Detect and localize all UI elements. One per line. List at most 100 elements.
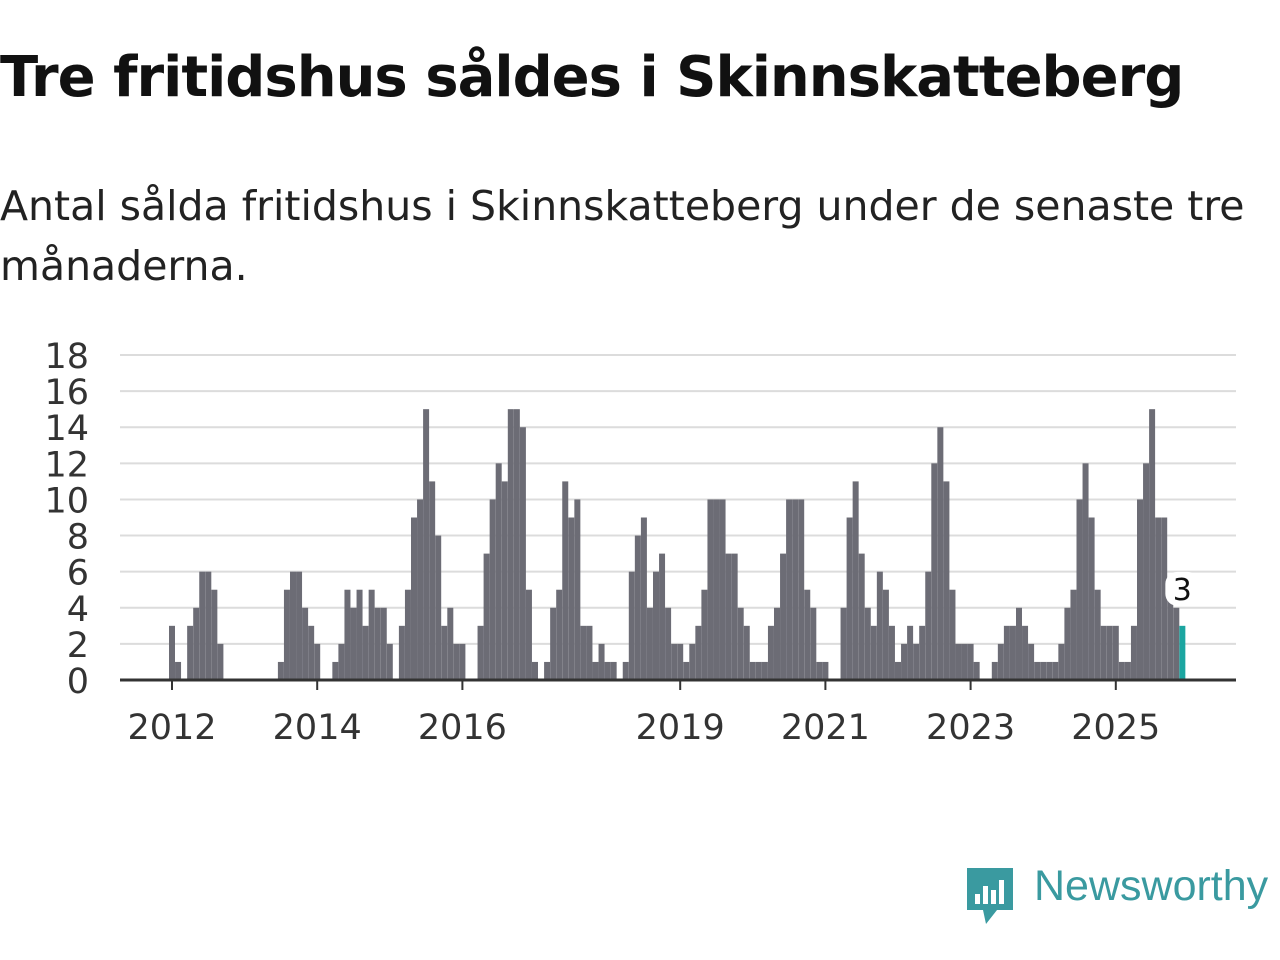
- bar: [1009, 625, 1016, 680]
- bar: [417, 499, 424, 680]
- bar: [501, 481, 508, 680]
- bar: [338, 643, 345, 680]
- y-tick-label: 16: [44, 373, 89, 413]
- bar: [689, 643, 696, 680]
- bar: [901, 643, 908, 680]
- bar: [1016, 607, 1022, 680]
- bar: [1022, 625, 1029, 680]
- chart-subtitle: Antal sålda fritidshus i Skinnskatteberg…: [0, 182, 1245, 290]
- bar: [1130, 625, 1137, 680]
- bar: [380, 607, 387, 680]
- bar: [798, 499, 805, 680]
- bar: [852, 481, 859, 680]
- bar: [489, 499, 496, 680]
- bar: [1052, 661, 1059, 680]
- bar: [1179, 625, 1186, 680]
- bar: [1040, 661, 1047, 680]
- bar: [931, 463, 938, 680]
- bar: [296, 571, 303, 680]
- bar: [169, 625, 175, 680]
- bar: [568, 517, 575, 680]
- bar: [459, 643, 466, 680]
- bar: [314, 643, 321, 680]
- bar: [374, 607, 381, 680]
- bar: [755, 661, 762, 680]
- bar: [671, 643, 678, 680]
- y-tick-label: 4: [67, 590, 89, 630]
- bar: [622, 661, 629, 680]
- bar: [925, 571, 932, 680]
- bar: [713, 499, 720, 680]
- bar: [840, 607, 847, 680]
- bar: [1034, 661, 1041, 680]
- bar: [792, 499, 799, 680]
- bar: [1076, 499, 1083, 680]
- bar: [1046, 661, 1053, 680]
- bar: [610, 661, 617, 680]
- bar: [882, 589, 889, 680]
- y-tick-label: 10: [44, 481, 89, 521]
- bar: [743, 625, 750, 680]
- bar: [895, 661, 901, 680]
- bar: [1082, 463, 1089, 680]
- bar: [525, 589, 532, 680]
- y-tick-label: 12: [44, 445, 89, 485]
- bar: [701, 589, 708, 680]
- bar: [586, 625, 593, 680]
- bar: [175, 661, 182, 680]
- bar: [1028, 643, 1035, 680]
- bar: [429, 481, 436, 680]
- bar: [913, 643, 920, 680]
- y-tick-label: 6: [67, 554, 89, 594]
- bar: [1100, 625, 1107, 680]
- y-tick-label: 18: [44, 337, 89, 377]
- bar: [780, 553, 787, 680]
- bar: [483, 553, 490, 680]
- bar: [659, 553, 666, 680]
- bar: [1064, 607, 1071, 680]
- newsworthy-logo[interactable]: Newsworthy: [964, 862, 1280, 926]
- y-tick-label: 14: [44, 409, 89, 449]
- bar: [580, 625, 587, 680]
- bar: [1058, 643, 1065, 680]
- bar: [761, 661, 768, 680]
- x-tick-label: 2019: [636, 708, 725, 748]
- bar: [1070, 589, 1077, 680]
- bar: [477, 625, 484, 680]
- bar: [943, 481, 950, 680]
- bar: [640, 517, 647, 680]
- bar: [199, 571, 206, 680]
- bar: [725, 553, 732, 680]
- x-tick-label: 2021: [781, 708, 870, 748]
- bar: [1106, 625, 1113, 680]
- bar: [386, 643, 393, 680]
- brand-name: Newsworthy: [1034, 862, 1269, 910]
- bar: [1173, 607, 1180, 680]
- y-tick-label: 0: [67, 662, 89, 702]
- y-tick-label: 2: [67, 626, 89, 666]
- bar: [411, 517, 417, 680]
- bar: [441, 625, 448, 680]
- bar: [749, 661, 756, 680]
- bar: [949, 589, 956, 680]
- bar: [665, 607, 672, 680]
- bar: [1088, 517, 1095, 680]
- bar: [973, 661, 980, 680]
- bar: [991, 661, 998, 680]
- bar: [1112, 625, 1119, 680]
- bar: [205, 571, 212, 680]
- data-label-background: [1165, 571, 1200, 606]
- bar: [423, 409, 430, 680]
- data-label: 3: [1173, 573, 1192, 608]
- x-tick-label: 2025: [1071, 708, 1160, 748]
- bar: [858, 553, 865, 680]
- bar: [507, 409, 514, 680]
- bar: [193, 607, 200, 680]
- y-tick-label: 8: [67, 518, 89, 558]
- bar: [774, 607, 780, 680]
- bar: [767, 625, 774, 680]
- x-tick-label: 2016: [418, 708, 507, 748]
- chart-title: Tre fritidshus såldes i Skinnskatteberg: [0, 45, 1184, 110]
- bar: [846, 517, 853, 680]
- bar: [719, 499, 726, 680]
